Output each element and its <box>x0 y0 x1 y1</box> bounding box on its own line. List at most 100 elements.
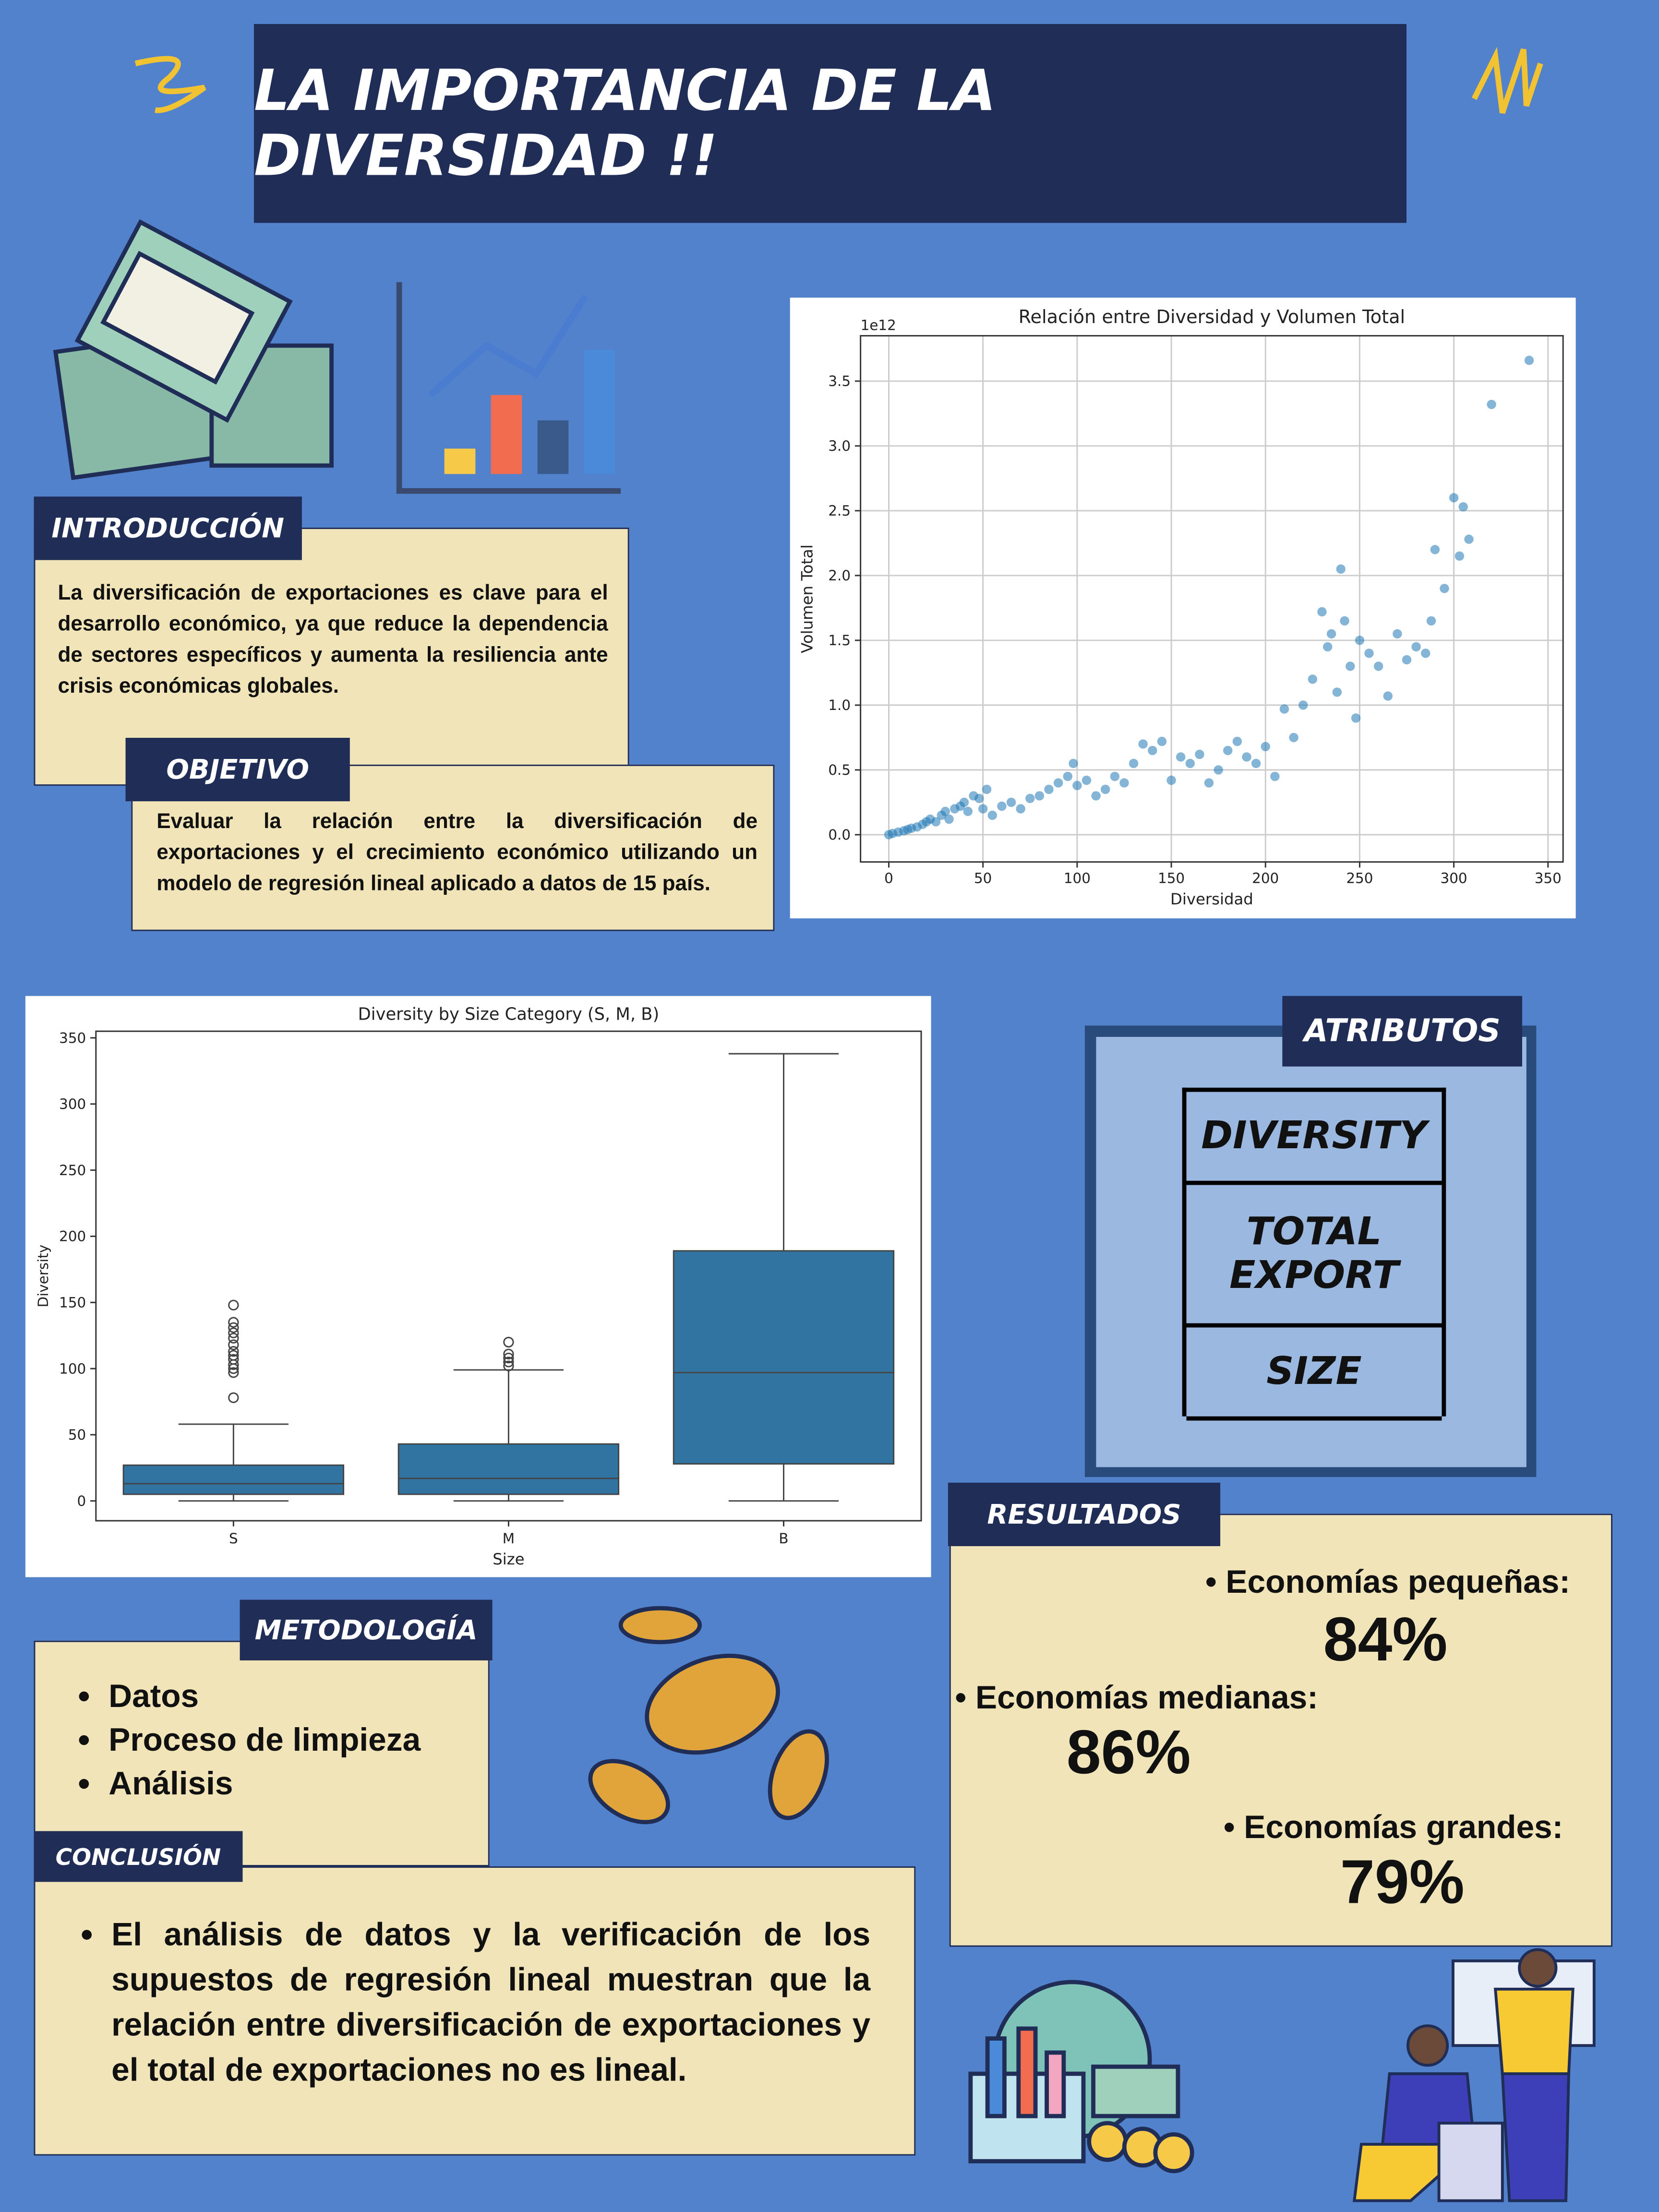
point <box>963 806 973 816</box>
method-item: Datos <box>108 1674 421 1718</box>
results-label: RESULTADOS <box>948 1482 1221 1546</box>
result-label: Economías pequeñas: <box>1205 1563 1570 1601</box>
point <box>1072 781 1082 790</box>
point <box>1458 502 1468 512</box>
y-axis-label: Diversity <box>35 1245 51 1308</box>
point <box>978 804 988 814</box>
outlier <box>503 1348 514 1359</box>
point <box>1487 399 1496 409</box>
x-tick-label: 200 <box>1252 870 1279 887</box>
point <box>1373 661 1383 671</box>
outlier <box>228 1339 239 1350</box>
y-tick-label: 150 <box>59 1295 86 1311</box>
point <box>1082 775 1092 785</box>
point <box>1204 778 1214 788</box>
outlier <box>503 1360 514 1371</box>
x-tick-label: 0 <box>884 870 893 887</box>
attribute: DIVERSITY <box>1186 1092 1442 1185</box>
point <box>1261 742 1270 751</box>
point <box>944 814 954 824</box>
point <box>1393 629 1402 639</box>
point <box>1421 649 1431 658</box>
x-tick-label: S <box>229 1530 238 1547</box>
point <box>1323 642 1333 652</box>
attributes-table: DIVERSITY TOTAL EXPORT SIZE <box>1182 1087 1446 1421</box>
point <box>1138 739 1148 749</box>
point <box>982 784 992 794</box>
point <box>1440 584 1449 593</box>
y-offset-label: 1e12 <box>861 317 896 334</box>
conclusion-item: El análisis de datos y la verificación d… <box>111 1911 870 2092</box>
y-tick-label: 250 <box>59 1162 86 1178</box>
attribute: SIZE <box>1186 1327 1442 1421</box>
point <box>1232 736 1242 746</box>
point <box>1464 534 1474 544</box>
point <box>1091 791 1101 801</box>
point <box>1025 793 1035 803</box>
conclusion-box <box>34 1866 916 2156</box>
x-tick-label: M <box>503 1530 515 1547</box>
intro-label: INTRODUCCIÓN <box>34 496 302 560</box>
result-value: 84% <box>1323 1605 1448 1675</box>
y-tick-label: 3.0 <box>828 438 851 454</box>
x-tick-label: 100 <box>1064 870 1091 887</box>
y-tick-label: 3.5 <box>828 373 851 389</box>
point <box>987 810 998 820</box>
point <box>1166 775 1176 785</box>
outlier <box>503 1357 514 1368</box>
point <box>1242 752 1251 762</box>
attributes-panel <box>1096 1037 1527 1467</box>
point <box>1185 758 1195 769</box>
point <box>940 806 950 816</box>
point <box>1223 745 1233 756</box>
point <box>1402 655 1412 665</box>
point <box>1279 704 1289 714</box>
y-axis-label: Volumen Total <box>798 544 817 653</box>
outlier <box>228 1327 239 1338</box>
point <box>974 793 984 803</box>
y-tick-label: 50 <box>68 1427 86 1443</box>
chart-title: Diversity by Size Category (S, M, B) <box>358 1005 660 1024</box>
y-tick-label: 1.0 <box>828 697 851 713</box>
x-axis-label: Diversidad <box>1170 890 1253 908</box>
result-label: Economías medianas: <box>955 1679 1318 1717</box>
outlier <box>228 1346 239 1357</box>
x-axis-label: Size <box>493 1550 524 1568</box>
y-tick-label: 2.5 <box>828 503 851 519</box>
y-tick-label: 350 <box>59 1030 86 1046</box>
outlier <box>503 1336 514 1348</box>
x-tick-label: 350 <box>1535 870 1562 887</box>
outlier <box>228 1322 239 1333</box>
point <box>1411 642 1421 652</box>
box <box>122 1464 345 1495</box>
method-box <box>34 1640 490 1867</box>
point <box>1308 674 1318 684</box>
point <box>1129 758 1139 769</box>
outlier <box>503 1352 514 1364</box>
point <box>1069 758 1078 769</box>
method-label: METODOLOGÍA <box>240 1599 493 1660</box>
point <box>1157 736 1167 746</box>
y-tick-label: 200 <box>59 1228 86 1245</box>
point <box>1455 551 1465 561</box>
point <box>1289 733 1298 743</box>
point <box>1176 752 1186 762</box>
y-tick-label: 300 <box>59 1096 86 1112</box>
objective-label: OBJETIVO <box>125 737 350 802</box>
method-list: Datos Proceso de limpieza Análisis <box>78 1674 421 1805</box>
point <box>1332 687 1342 697</box>
point <box>1383 691 1393 701</box>
chart-title: Relación entre Diversidad y Volumen Tota… <box>1019 307 1405 328</box>
point <box>1195 749 1204 759</box>
y-tick-label: 2.0 <box>828 567 851 584</box>
point <box>1119 778 1129 788</box>
point <box>1524 356 1534 365</box>
y-tick-label: 0.5 <box>828 762 851 778</box>
point <box>997 801 1007 811</box>
point <box>1063 771 1072 781</box>
result-value: 86% <box>1066 1718 1191 1788</box>
point <box>1336 564 1346 574</box>
box <box>673 1250 895 1465</box>
